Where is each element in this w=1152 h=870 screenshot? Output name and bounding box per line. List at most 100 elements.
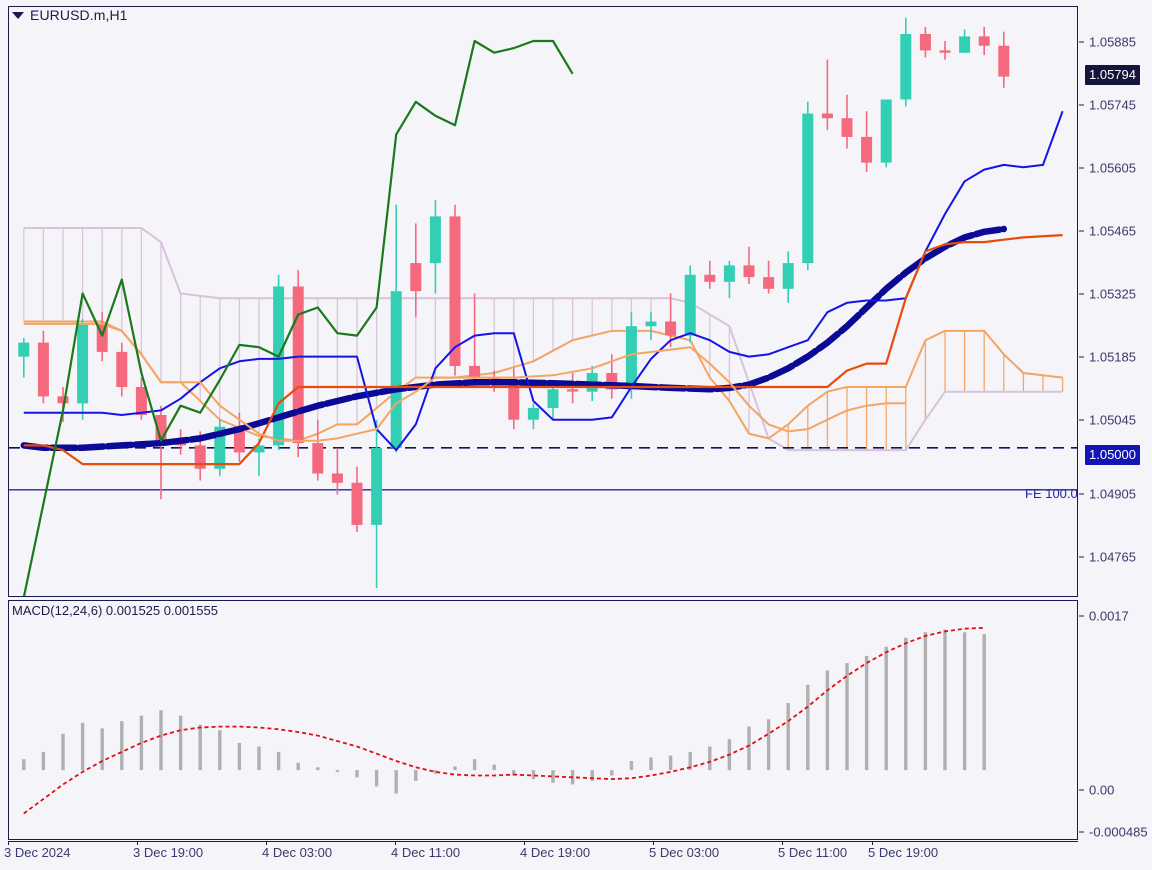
time-axis-label: 3 Dec 2024 xyxy=(4,845,71,860)
price-axis-tick xyxy=(1079,41,1084,43)
candlestick xyxy=(77,323,89,404)
price-axis-tick xyxy=(1079,356,1084,358)
macd-chart-svg xyxy=(22,626,986,815)
macd-histogram xyxy=(22,629,986,794)
time-axis-label: 4 Dec 11:00 xyxy=(391,845,461,860)
candlestick xyxy=(449,216,461,366)
candlestick xyxy=(567,389,579,392)
candlestick xyxy=(116,351,128,387)
price-axis-tick xyxy=(1079,293,1084,295)
macd-axis-tick xyxy=(1079,831,1084,833)
candlestick xyxy=(410,263,422,292)
candlestick xyxy=(469,365,481,378)
candlestick xyxy=(684,274,696,336)
candlestick xyxy=(312,443,324,474)
macd-axis-label: 0.0017 xyxy=(1089,608,1129,624)
candlestick xyxy=(331,473,343,483)
candlestick xyxy=(37,342,49,397)
candlestick xyxy=(527,408,539,420)
candlestick xyxy=(57,396,69,404)
macd-axis-label: -0.000485 xyxy=(1089,824,1148,840)
price-axis-label: 1.04905 xyxy=(1089,486,1136,502)
candlestick xyxy=(900,34,912,100)
price-axis-label: 1.05325 xyxy=(1089,286,1136,302)
time-axis-scale[interactable]: 3 Dec 2024 3 Dec 19:00 4 Dec 03:00 4 Dec 11… xyxy=(0,841,1152,870)
candlestick xyxy=(273,286,285,446)
macd-indicator-label: MACD(12,24,6) 0.001525 0.001555 xyxy=(12,603,218,618)
time-axis-label: 4 Dec 03:00 xyxy=(262,845,333,860)
triangle-down-icon[interactable] xyxy=(12,12,24,19)
time-axis-label: 5 Dec 03:00 xyxy=(649,845,720,860)
candlestick xyxy=(18,342,30,357)
time-axis-line xyxy=(8,841,1078,842)
candlestick xyxy=(155,415,167,443)
candlestick xyxy=(704,274,716,282)
macd-axis-tick xyxy=(1079,615,1084,617)
candlestick xyxy=(821,113,833,119)
candlestick xyxy=(135,387,147,415)
candlestick xyxy=(743,265,755,278)
candlestick xyxy=(625,326,637,390)
level-price-label: 1.05000 xyxy=(1085,445,1140,465)
fe-100-annotation: FE 100.0 xyxy=(1025,486,1078,501)
macd-signal-line xyxy=(23,626,985,815)
time-axis-label: 5 Dec 11:00 xyxy=(778,845,848,860)
time-axis-tick xyxy=(782,841,783,845)
candlestick xyxy=(508,384,520,420)
current-price-label: 1.05794 xyxy=(1085,65,1140,85)
candlestick xyxy=(998,45,1010,77)
candlestick xyxy=(214,426,226,469)
candlestick xyxy=(233,426,245,453)
candlestick xyxy=(959,36,971,53)
candlestick xyxy=(978,36,990,46)
candlestick xyxy=(802,113,814,264)
time-axis-tick xyxy=(137,841,138,845)
candlestick xyxy=(292,286,304,444)
price-chart-plot[interactable] xyxy=(9,7,1077,596)
time-axis-tick xyxy=(395,841,396,845)
time-axis-label: 4 Dec 19:00 xyxy=(520,845,591,860)
time-axis-tick xyxy=(653,841,654,845)
price-chart-svg xyxy=(9,17,1077,596)
macd-axis-tick xyxy=(1079,789,1084,791)
candlestick xyxy=(919,34,931,51)
price-axis-label: 1.05045 xyxy=(1089,412,1136,428)
price-axis-tick xyxy=(1079,230,1084,232)
macd-axis-scale[interactable]: 0.0017 0.00 -0.000485 xyxy=(1079,600,1152,840)
candlestick xyxy=(861,136,873,163)
time-axis-tick xyxy=(524,841,525,845)
price-axis-tick xyxy=(1079,104,1084,106)
price-axis-scale[interactable]: 1.05885 1.05745 1.05605 1.05465 1.05325 1.051… xyxy=(1079,0,1152,598)
price-axis-label: 1.05745 xyxy=(1089,97,1136,113)
candlestick xyxy=(782,263,794,289)
candlestick xyxy=(723,265,735,282)
candlestick xyxy=(175,443,187,446)
candlestick xyxy=(371,447,383,525)
time-axis-tick xyxy=(266,841,267,845)
candlestick xyxy=(665,321,677,336)
price-axis-label: 1.05885 xyxy=(1089,34,1136,50)
price-axis-tick xyxy=(1079,556,1084,558)
symbol-header[interactable]: EURUSD.m,H1 xyxy=(12,7,128,23)
candlestick xyxy=(390,291,402,448)
candlestick xyxy=(763,277,775,289)
macd-axis-label: 0.00 xyxy=(1089,782,1115,798)
candlestick xyxy=(351,482,363,525)
price-axis-label: 1.05605 xyxy=(1089,160,1136,176)
kijun-sen-light-orange xyxy=(23,322,906,442)
candlestick xyxy=(96,323,108,352)
macd-chart-plot[interactable] xyxy=(9,601,1077,839)
candlestick xyxy=(547,389,559,408)
candlestick xyxy=(880,99,892,163)
zigzag-green-line xyxy=(22,39,574,596)
candlestick xyxy=(841,118,853,137)
candlestick xyxy=(645,321,657,327)
price-axis-tick xyxy=(1079,493,1084,495)
candlestick xyxy=(253,445,265,453)
price-axis-label: 1.05465 xyxy=(1089,223,1136,239)
candlestick xyxy=(939,50,951,53)
candlestick-series xyxy=(18,17,1010,588)
candlestick xyxy=(194,445,206,469)
candlestick xyxy=(606,373,618,390)
